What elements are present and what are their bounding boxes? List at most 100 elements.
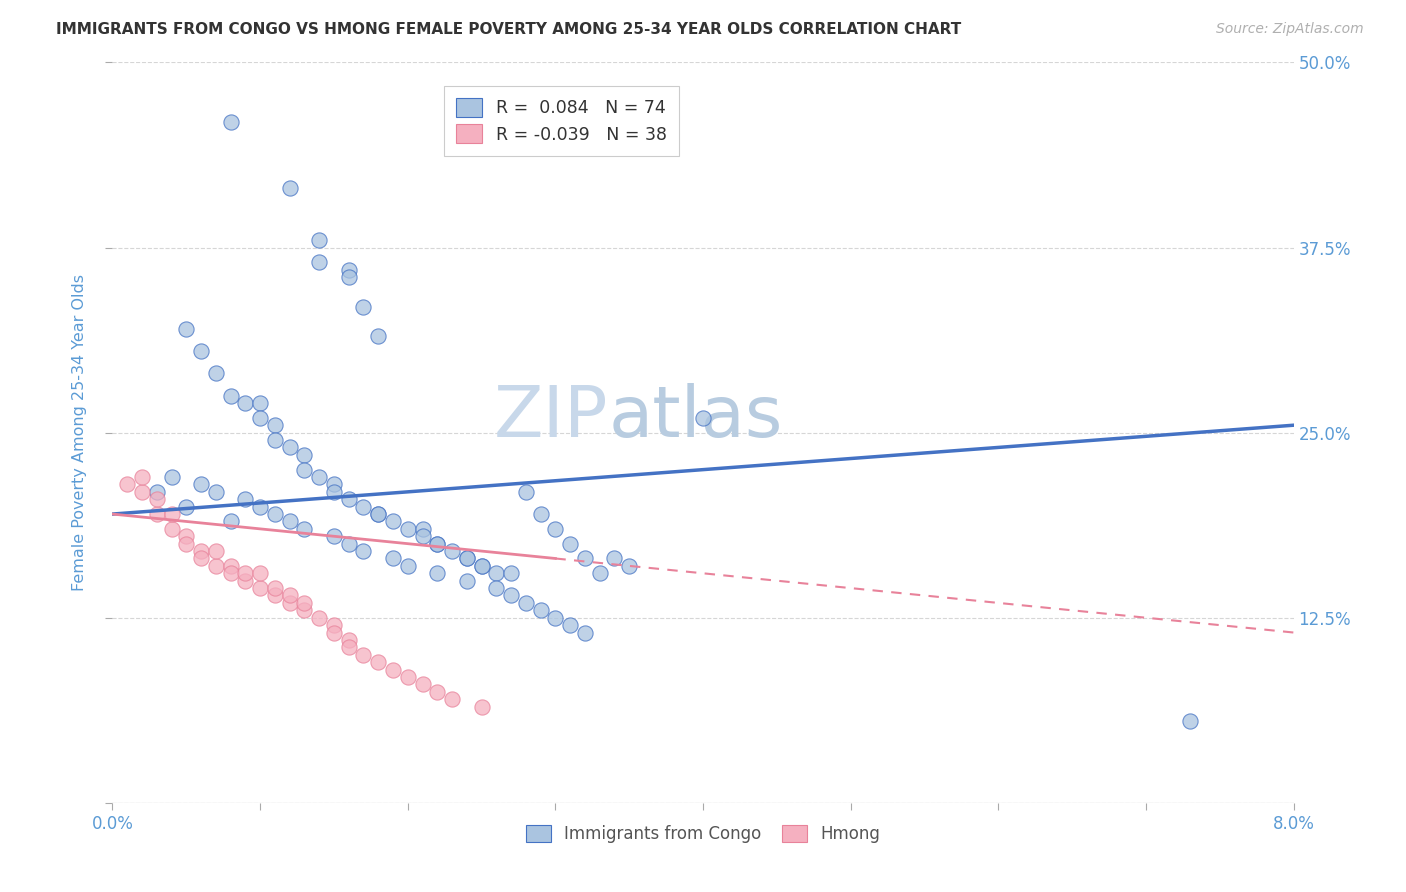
Point [190,344,212,359]
Point [485,581,508,595]
Point [337,536,360,550]
Point [367,655,389,669]
Point [174,536,197,550]
Point [544,522,567,536]
Point [233,566,256,581]
Point [367,329,389,343]
Point [233,574,256,588]
Point [292,448,315,462]
Point [560,536,582,550]
Point [292,603,315,617]
Point [308,255,330,269]
Point [174,322,197,336]
Point [264,507,287,521]
Point [515,484,537,499]
Point [337,262,360,277]
Point [190,477,212,491]
Point [323,484,346,499]
Point [131,484,153,499]
Text: Source: ZipAtlas.com: Source: ZipAtlas.com [1216,22,1364,37]
Point [471,558,494,573]
Point [426,685,449,699]
Point [382,515,405,529]
Point [249,410,271,425]
Point [174,500,197,514]
Point [574,551,596,566]
Point [146,507,169,521]
Point [441,692,464,706]
Point [278,181,301,195]
Point [146,484,169,499]
Point [160,470,183,484]
Point [619,558,641,573]
Point [249,396,271,410]
Point [233,492,256,507]
Point [501,566,523,581]
Point [292,596,315,610]
Y-axis label: Female Poverty Among 25-34 Year Olds: Female Poverty Among 25-34 Year Olds [72,274,87,591]
Point [292,522,315,536]
Point [323,477,346,491]
Point [160,507,183,521]
Point [308,233,330,247]
Point [412,677,434,691]
Point [396,522,419,536]
Point [692,410,714,425]
Point [278,441,301,455]
Point [308,470,330,484]
Point [205,367,228,381]
Point [174,529,197,543]
Point [219,558,242,573]
Point [160,522,183,536]
Point [249,500,271,514]
Point [249,581,271,595]
Point [264,589,287,603]
Point [456,574,478,588]
Point [603,551,626,566]
Point [278,596,301,610]
Point [264,581,287,595]
Point [456,551,478,566]
Point [544,610,567,624]
Point [292,462,315,476]
Point [205,484,228,499]
Point [190,551,212,566]
Point [456,551,478,566]
Point [515,596,537,610]
Text: atlas: atlas [609,384,783,452]
Point [485,566,508,581]
Point [1178,714,1201,729]
Point [205,558,228,573]
Point [190,544,212,558]
Point [146,492,169,507]
Text: IMMIGRANTS FROM CONGO VS HMONG FEMALE POVERTY AMONG 25-34 YEAR OLDS CORRELATION : IMMIGRANTS FROM CONGO VS HMONG FEMALE PO… [56,22,962,37]
Point [426,536,449,550]
Point [352,300,374,314]
Point [131,470,153,484]
Point [337,632,360,647]
Point [323,625,346,640]
Point [396,670,419,684]
Point [249,566,271,581]
Point [264,433,287,447]
Point [337,270,360,285]
Point [352,544,374,558]
Legend: Immigrants from Congo, Hmong: Immigrants from Congo, Hmong [519,819,887,850]
Point [412,529,434,543]
Point [529,603,551,617]
Point [367,507,389,521]
Point [441,544,464,558]
Point [205,544,228,558]
Text: ZIP: ZIP [494,384,609,452]
Point [264,418,287,433]
Point [367,507,389,521]
Point [308,610,330,624]
Point [588,566,610,581]
Point [396,558,419,573]
Point [219,566,242,581]
Point [278,589,301,603]
Point [219,114,242,128]
Point [574,625,596,640]
Point [529,507,551,521]
Point [278,515,301,529]
